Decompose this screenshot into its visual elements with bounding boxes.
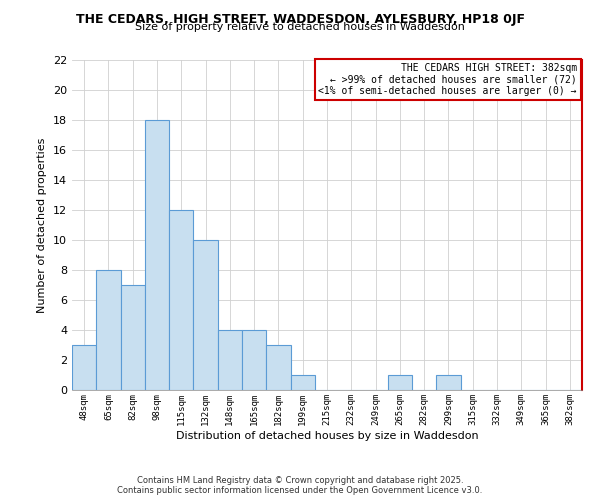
Y-axis label: Number of detached properties: Number of detached properties — [37, 138, 47, 312]
Bar — [193, 240, 218, 390]
Bar — [218, 330, 242, 390]
Bar — [388, 375, 412, 390]
Text: Contains HM Land Registry data © Crown copyright and database right 2025.
Contai: Contains HM Land Registry data © Crown c… — [118, 476, 482, 495]
Bar — [72, 345, 96, 390]
Bar — [121, 285, 145, 390]
Bar — [145, 120, 169, 390]
Text: Size of property relative to detached houses in Waddesdon: Size of property relative to detached ho… — [135, 22, 465, 32]
Text: THE CEDARS HIGH STREET: 382sqm
← >99% of detached houses are smaller (72)
<1% of: THE CEDARS HIGH STREET: 382sqm ← >99% of… — [319, 64, 577, 96]
Text: THE CEDARS, HIGH STREET, WADDESDON, AYLESBURY, HP18 0JF: THE CEDARS, HIGH STREET, WADDESDON, AYLE… — [76, 12, 524, 26]
Bar — [96, 270, 121, 390]
X-axis label: Distribution of detached houses by size in Waddesdon: Distribution of detached houses by size … — [176, 430, 478, 440]
Bar — [266, 345, 290, 390]
Bar — [242, 330, 266, 390]
Bar — [169, 210, 193, 390]
Bar — [290, 375, 315, 390]
Bar — [436, 375, 461, 390]
